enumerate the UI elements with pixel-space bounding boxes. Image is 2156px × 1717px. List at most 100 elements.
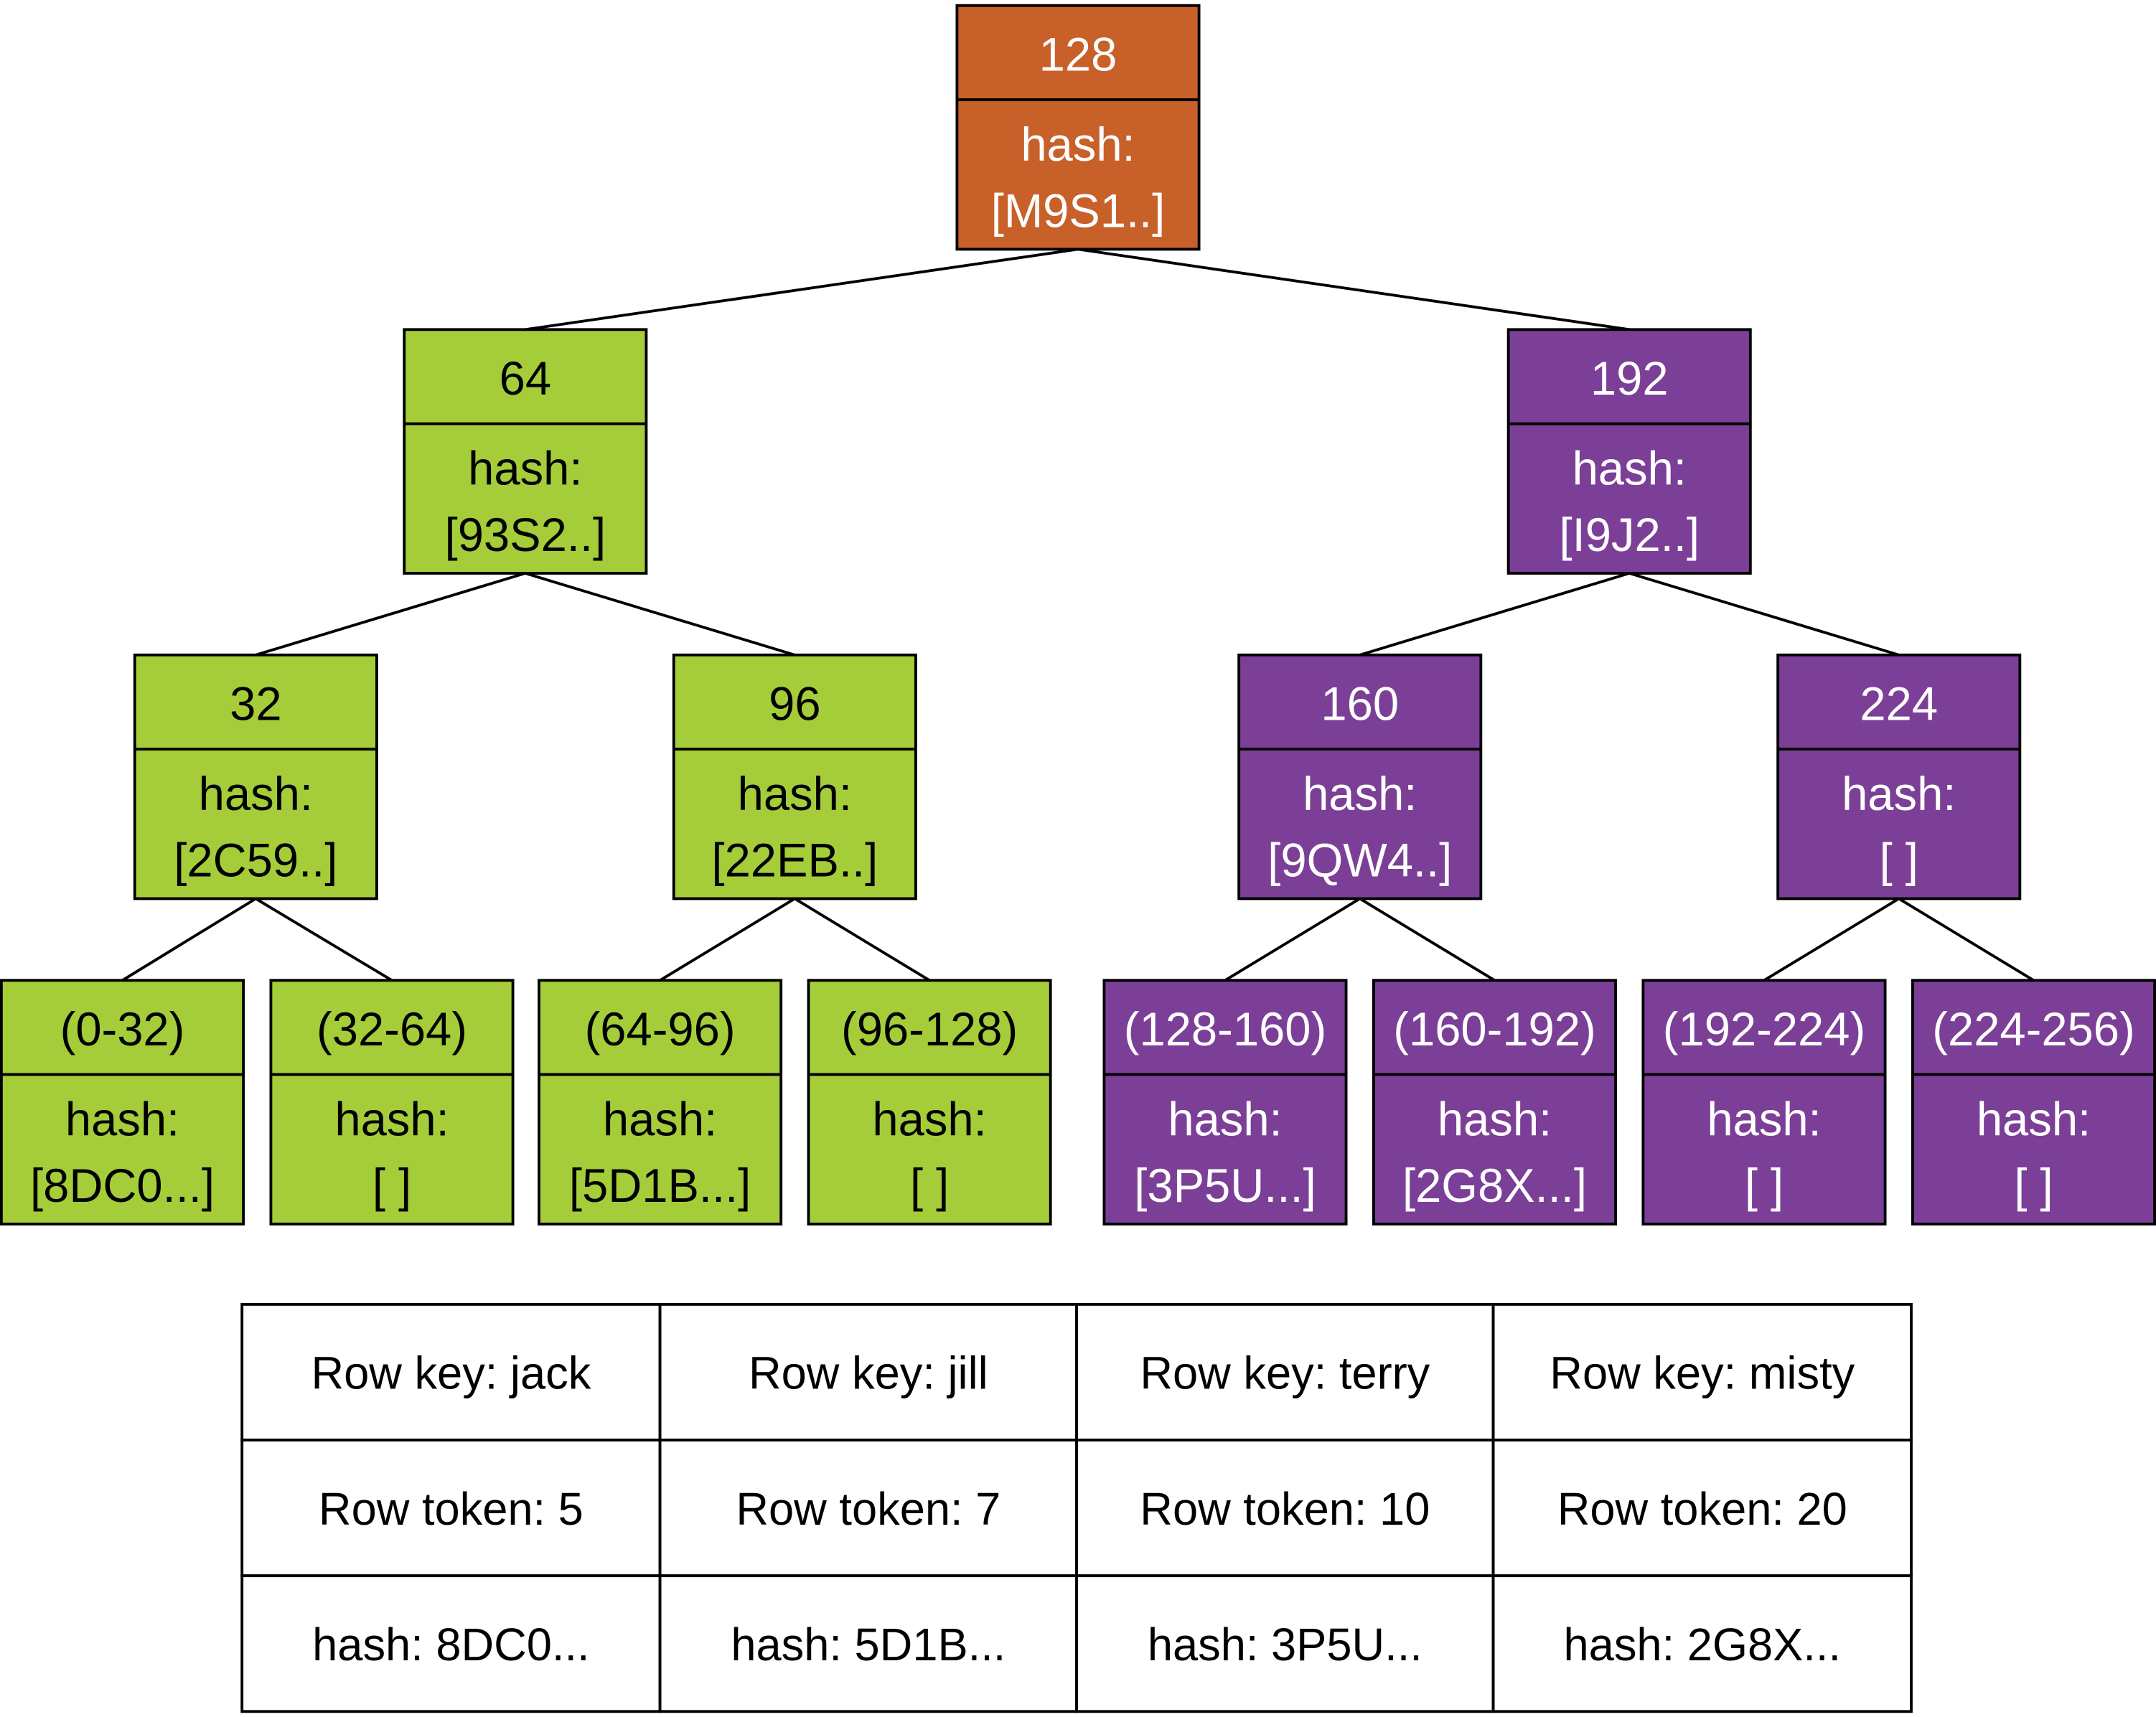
node-hash-value: [8DC0...]: [30, 1159, 215, 1212]
tree-node-r1: (32-64) hash: [ ]: [269, 979, 515, 1226]
node-box: [955, 4, 1201, 251]
node-box: [1911, 979, 2156, 1226]
node-hash-value: [ ]: [1745, 1159, 1784, 1212]
tree-edge: [1628, 572, 1900, 657]
node-hash-label: hash:: [1977, 1093, 2091, 1145]
tree-edges: [121, 248, 2035, 982]
tree-node-r4: (128-160) hash: [3P5U...]: [1102, 979, 1348, 1226]
node-token: (64-96): [585, 1003, 736, 1055]
table-cell: Row token: 7: [658, 1439, 1078, 1578]
node-token: (128-160): [1124, 1003, 1326, 1055]
tree-node-n160: 160 hash: [9QW4..]: [1237, 653, 1483, 900]
tree-edge: [659, 897, 796, 982]
table-cell: Row token: 5: [240, 1439, 662, 1578]
node-token: 64: [500, 352, 551, 405]
node-box: [1237, 653, 1483, 900]
node-hash-label: hash:: [1168, 1093, 1282, 1145]
node-hash-value: [22EB..]: [712, 834, 878, 886]
table-cell: Row key: misty: [1491, 1302, 1913, 1441]
node-box: [1506, 328, 1752, 575]
node-token: 32: [230, 677, 281, 730]
tree-node-r0: (0-32) hash: [8DC0...]: [0, 979, 245, 1226]
node-hash-label: hash:: [1438, 1093, 1552, 1145]
node-hash-label: hash:: [603, 1093, 717, 1145]
node-hash-value: [M9S1..]: [991, 184, 1165, 237]
node-token: (96-128): [841, 1003, 1018, 1055]
table-cell-text: Row key: jack: [311, 1348, 591, 1398]
node-token: (32-64): [317, 1003, 467, 1055]
node-hash-value: [93S2..]: [445, 509, 606, 561]
node-hash-label: hash:: [1021, 118, 1135, 171]
table-cell-text: Row token: 10: [1140, 1485, 1430, 1535]
tree-node-n96: 96 hash: [22EB..]: [672, 653, 917, 900]
node-token: (0-32): [60, 1003, 185, 1055]
tree-edge: [121, 897, 257, 982]
node-token: (160-192): [1393, 1003, 1595, 1055]
node-hash-value: [2C59..]: [174, 834, 337, 886]
table-cell-text: hash: 5D1B...: [731, 1620, 1006, 1670]
tree-edge: [1359, 897, 1496, 982]
table-cell: hash: 5D1B...: [658, 1574, 1078, 1713]
node-hash-value: [9QW4..]: [1267, 834, 1452, 886]
row-table: Row key: jack Row key: jill Row key: terry…: [240, 1302, 1913, 1713]
node-box: [0, 979, 245, 1226]
tree-node-r2: (64-96) hash: [5D1B...]: [538, 979, 783, 1226]
tree-nodes: 128 hash: [M9S1..] 64 hash: [93S2..] 192 hash: […: [0, 4, 2156, 1226]
node-box: [807, 979, 1052, 1226]
table-cell: Row key: jill: [658, 1302, 1078, 1441]
tree-node-n128: 128 hash: [M9S1..]: [955, 4, 1201, 251]
tree-node-n224: 224 hash: [ ]: [1776, 653, 2022, 900]
tree-edge: [255, 897, 393, 982]
tree-node-r3: (96-128) hash: [ ]: [807, 979, 1052, 1226]
table-cell: Row key: terry: [1075, 1302, 1495, 1441]
node-box: [1102, 979, 1348, 1226]
node-box: [538, 979, 783, 1226]
tree-node-r5: (160-192) hash: [2G8X...]: [1372, 979, 1617, 1226]
table-cell: Row key: jack: [240, 1302, 662, 1441]
table-cell: Row token: 10: [1075, 1439, 1495, 1578]
node-token: 96: [769, 677, 820, 730]
node-token: (192-224): [1663, 1003, 1865, 1055]
node-hash-value: [ ]: [372, 1159, 411, 1212]
node-token: 160: [1321, 677, 1399, 730]
table-cell-text: Row token: 5: [319, 1485, 583, 1535]
tree-edge: [255, 572, 526, 657]
node-hash-label: hash:: [1707, 1093, 1821, 1145]
tree-node-r6: (192-224) hash: [ ]: [1641, 979, 1887, 1226]
tree-edge: [1359, 572, 1630, 657]
node-hash-label: hash:: [738, 768, 852, 820]
tree-edge: [525, 572, 795, 657]
tree-node-n32: 32 hash: [2C59..]: [133, 653, 378, 900]
node-token: (224-256): [1932, 1003, 2134, 1055]
node-box: [133, 653, 378, 900]
node-box: [403, 328, 648, 575]
node-box: [1641, 979, 1887, 1226]
node-hash-label: hash:: [468, 442, 582, 494]
node-hash-value: [5D1B...]: [569, 1159, 751, 1212]
table-cell: hash: 3P5U...: [1075, 1574, 1495, 1713]
table-cell-text: Row token: 20: [1557, 1485, 1847, 1535]
node-hash-value: [ ]: [910, 1159, 949, 1212]
tree-edge: [794, 897, 931, 982]
table-cell: Row token: 20: [1491, 1439, 1913, 1578]
node-hash-label: hash:: [1303, 768, 1417, 820]
tree-node-r7: (224-256) hash: [ ]: [1911, 979, 2156, 1226]
table-cell-text: hash: 2G8X...: [1564, 1620, 1841, 1670]
tree-edge: [1224, 897, 1361, 982]
node-hash-value: [3P5U...]: [1134, 1159, 1316, 1212]
node-hash-label: hash:: [1573, 442, 1687, 494]
tree-edge: [1077, 248, 1630, 331]
table-cell-text: Row key: terry: [1140, 1348, 1430, 1398]
table-cell-text: Row key: misty: [1550, 1348, 1855, 1398]
node-hash-value: [2G8X...]: [1402, 1159, 1587, 1212]
tree-node-n64: 64 hash: [93S2..]: [403, 328, 648, 575]
table-cell-text: Row token: 7: [736, 1485, 1000, 1535]
node-box: [269, 979, 515, 1226]
node-token: 192: [1590, 352, 1669, 405]
node-box: [672, 653, 917, 900]
tree-edge: [525, 248, 1079, 331]
node-hash-label: hash:: [1842, 768, 1956, 820]
table-cell-text: hash: 8DC0...: [312, 1620, 589, 1670]
table-cell-text: Row key: jill: [749, 1348, 988, 1398]
